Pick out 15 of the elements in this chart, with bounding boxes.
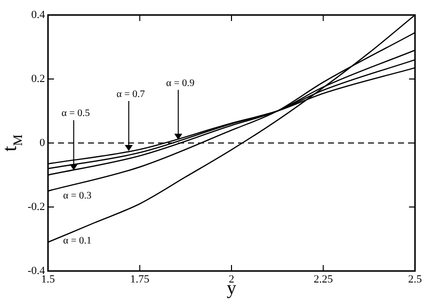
y-tick-label: 0.2 — [31, 72, 45, 85]
y-tick-label: 0 — [40, 136, 46, 149]
x-tick-label: 2 — [228, 273, 234, 286]
annotation: α = 0.3 — [63, 190, 92, 202]
y-tick-label: -0.2 — [28, 200, 45, 213]
x-tick-label: 1.5 — [41, 273, 56, 286]
annotation: α = 0.5 — [62, 108, 90, 120]
y-tick-label: 0.4 — [31, 8, 46, 21]
y-axis-title: tM — [0, 134, 25, 152]
x-tick-label: 2.25 — [314, 273, 334, 286]
x-tick-label: 1.75 — [130, 273, 150, 286]
annotation: α = 0.9 — [166, 78, 194, 89]
x-tick-label: 2.5 — [408, 273, 422, 286]
annotation: α = 0.1 — [63, 235, 92, 246]
annotation: α = 0.7 — [116, 89, 145, 100]
